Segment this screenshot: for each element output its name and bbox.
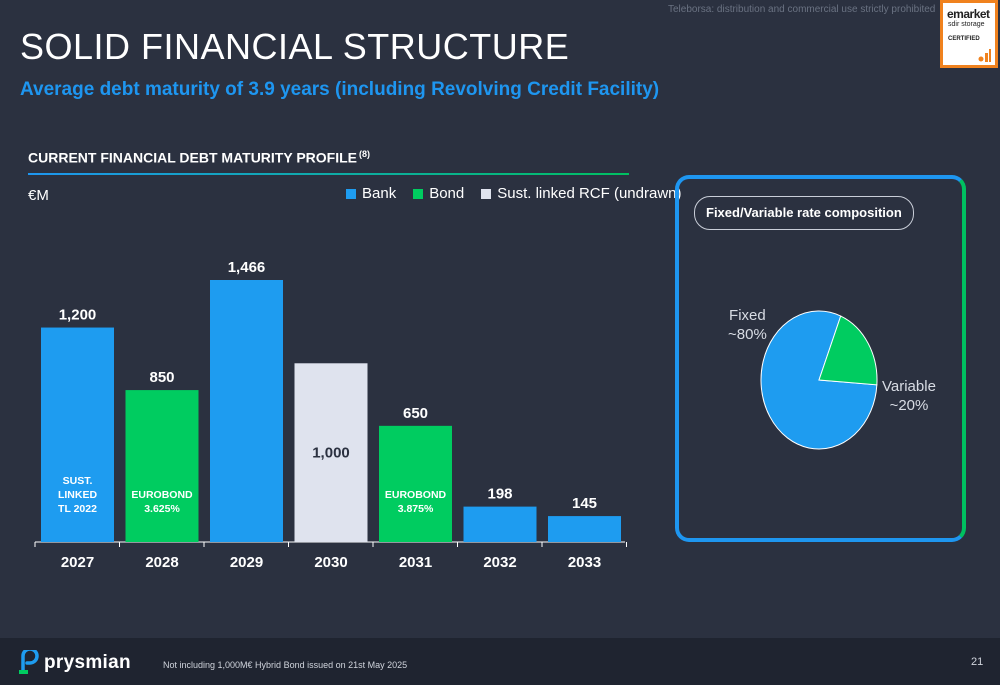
footer-bar xyxy=(0,638,1000,685)
x-tick-label-2028: 2028 xyxy=(145,554,178,571)
x-tick-label-2033: 2033 xyxy=(568,554,601,571)
data-label-2032: 198 xyxy=(487,486,512,503)
rate-composition-panel xyxy=(675,175,966,542)
bar-annotation-2028-1: 3.625% xyxy=(144,503,180,515)
data-label-2027: 1,200 xyxy=(59,307,97,324)
legend-label-bond: Bond xyxy=(429,185,465,202)
legend-item-bank: Bank xyxy=(346,185,396,202)
section-divider xyxy=(28,173,629,175)
bar-annotation-2027-0: SUST. xyxy=(63,475,93,487)
bar-2029 xyxy=(210,280,283,542)
pie-label-variable-name: Variable xyxy=(882,378,936,395)
footnote: Not including 1,000M€ Hybrid Bond issued… xyxy=(163,660,408,670)
section-title: CURRENT FINANCIAL DEBT MATURITY PROFILE(… xyxy=(28,149,370,166)
data-label-2031: 650 xyxy=(403,405,428,422)
bar-2033 xyxy=(548,516,621,542)
certification-badge: emarket sdir storage CERTIFIED xyxy=(940,0,998,68)
bar-annotation-2031-0: EUROBOND xyxy=(385,489,447,501)
x-tick-label-2032: 2032 xyxy=(483,554,516,571)
page-subtitle: Average debt maturity of 3.9 years (incl… xyxy=(20,79,660,100)
legend-label-rcf: Sust. linked RCF (undrawn) xyxy=(497,185,682,202)
cert-line-2: sdir storage xyxy=(948,21,985,28)
x-tick-label-2029: 2029 xyxy=(230,554,263,571)
legend-swatch-bank xyxy=(346,188,356,199)
bar-2032 xyxy=(463,506,537,542)
legend-swatch-bond xyxy=(413,188,424,199)
bar-2028 xyxy=(125,390,199,542)
bar-annotation-2031-1: 3.875% xyxy=(398,503,434,515)
x-tick-label-2030: 2030 xyxy=(314,554,347,571)
data-label-2029: 1,466 xyxy=(228,259,266,276)
brand-logo: prysmian xyxy=(18,650,131,676)
cert-line-1: emarket xyxy=(947,7,990,21)
section-title-text: CURRENT FINANCIAL DEBT MATURITY PROFILE xyxy=(28,149,357,166)
unit-label: €M xyxy=(28,187,49,204)
page-title: SOLID FINANCIAL STRUCTURE xyxy=(20,26,570,67)
section-footnote-ref: (8) xyxy=(359,149,370,159)
data-label-2028: 850 xyxy=(149,369,174,386)
x-tick-label-2027: 2027 xyxy=(61,554,94,571)
prysmian-logo-icon xyxy=(19,650,39,674)
bar-2027 xyxy=(41,327,114,542)
watermark-text: Teleborsa: distribution and commercial u… xyxy=(668,4,936,15)
data-label-2033: 145 xyxy=(572,495,597,512)
page-number: 21 xyxy=(971,656,984,668)
pie-label-fixed: Fixed ~80% xyxy=(728,306,767,344)
bar-2031 xyxy=(379,425,452,542)
pie-title: Fixed/Variable rate composition xyxy=(694,196,914,230)
cert-bars-icon xyxy=(978,49,991,62)
legend-item-bond: Bond xyxy=(413,185,464,202)
pie-label-fixed-name: Fixed xyxy=(729,307,766,324)
legend-item-rcf: Sust. linked RCF (undrawn) xyxy=(481,185,681,202)
pie-label-variable: Variable ~20% xyxy=(882,377,936,415)
debt-maturity-bar-chart: 1,200 2027 850 2028 1,466 2029 1,000 2030 650 203… xyxy=(34,259,627,571)
legend-label-bank: Bank xyxy=(362,185,397,202)
data-label-2030: 1,000 xyxy=(312,445,350,462)
cert-line-3: CERTIFIED xyxy=(948,36,980,42)
bar-annotation-2028-0: EUROBOND xyxy=(131,489,193,501)
legend-swatch-rcf xyxy=(481,188,492,199)
chart-legend: Bank Bond Sust. linked RCF (undrawn) xyxy=(346,185,681,202)
bar-annotation-2027-1: LINKED xyxy=(58,489,98,501)
brand-name: prysmian xyxy=(44,652,131,673)
pie-label-fixed-value: ~80% xyxy=(728,326,767,343)
bar-annotation-2027-2: TL 2022 xyxy=(58,503,97,515)
pie-label-variable-value: ~20% xyxy=(889,397,929,414)
bar-2030 xyxy=(294,363,368,542)
x-tick-label-2031: 2031 xyxy=(399,554,432,571)
